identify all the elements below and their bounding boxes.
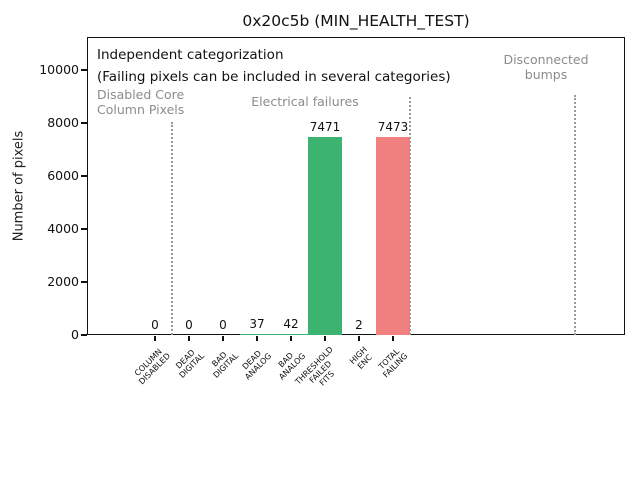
x-tick-mark xyxy=(154,336,156,341)
annotation-failing-pixels-note: (Failing pixels can be included in sever… xyxy=(97,69,451,85)
region-label-electrical-failures: Electrical failures xyxy=(251,94,359,109)
y-tick-label: 8000 xyxy=(47,115,79,130)
y-tick-label: 2000 xyxy=(47,274,79,289)
bar-value-label: 7473 xyxy=(377,120,409,134)
x-tick-label: DEAD ANALOG xyxy=(241,348,274,382)
bar xyxy=(274,334,308,335)
y-tick-label: 4000 xyxy=(47,221,79,236)
x-tick-label: DEAD DIGITAL xyxy=(173,347,206,380)
x-tick-label: HIGH ENC xyxy=(348,345,375,371)
annotation-independent-categorization: Independent categorization xyxy=(97,47,284,63)
y-tick-mark xyxy=(81,69,87,71)
chart-title: 0x20c5b (MIN_HEALTH_TEST) xyxy=(242,12,470,30)
x-tick-label: BAD DIGITAL xyxy=(209,350,240,380)
bar xyxy=(308,137,342,335)
y-tick-label: 10000 xyxy=(39,62,79,77)
y-tick-mark xyxy=(81,334,87,336)
y-tick-mark xyxy=(81,175,87,177)
bar-value-label: 7471 xyxy=(309,120,341,134)
y-tick-label: 0 xyxy=(71,327,79,342)
x-tick-mark xyxy=(392,336,394,341)
x-tick-label: COLUMN DISABLED xyxy=(132,347,172,387)
bar-value-label: 42 xyxy=(283,317,299,331)
y-tick-label: 6000 xyxy=(47,168,79,183)
bar-value-label: 0 xyxy=(219,318,227,332)
x-tick-mark xyxy=(290,336,292,341)
y-tick-mark xyxy=(81,281,87,283)
y-tick-mark xyxy=(81,228,87,230)
separator-line xyxy=(573,95,576,335)
x-tick-mark xyxy=(188,336,190,341)
bar-value-label: 37 xyxy=(249,317,265,331)
y-tick-mark xyxy=(81,122,87,124)
region-label-disabled-core-column-pixels: Disabled Core Column Pixels xyxy=(97,87,185,117)
region-label-disconnected-bumps: Disconnected bumps xyxy=(503,52,589,82)
x-tick-mark xyxy=(324,336,326,341)
x-tick-mark xyxy=(222,336,224,341)
separator-line xyxy=(409,97,411,335)
x-tick-label: TOTAL FAILING xyxy=(377,346,410,380)
bar xyxy=(376,137,410,335)
bar-value-label: 0 xyxy=(151,318,159,332)
x-tick-mark xyxy=(358,336,360,341)
plot-area xyxy=(87,37,625,335)
bar-value-label: 0 xyxy=(185,318,193,332)
x-tick-mark xyxy=(256,336,258,341)
bar xyxy=(240,334,274,335)
separator-line xyxy=(171,122,173,335)
bar-value-label: 2 xyxy=(355,318,363,332)
